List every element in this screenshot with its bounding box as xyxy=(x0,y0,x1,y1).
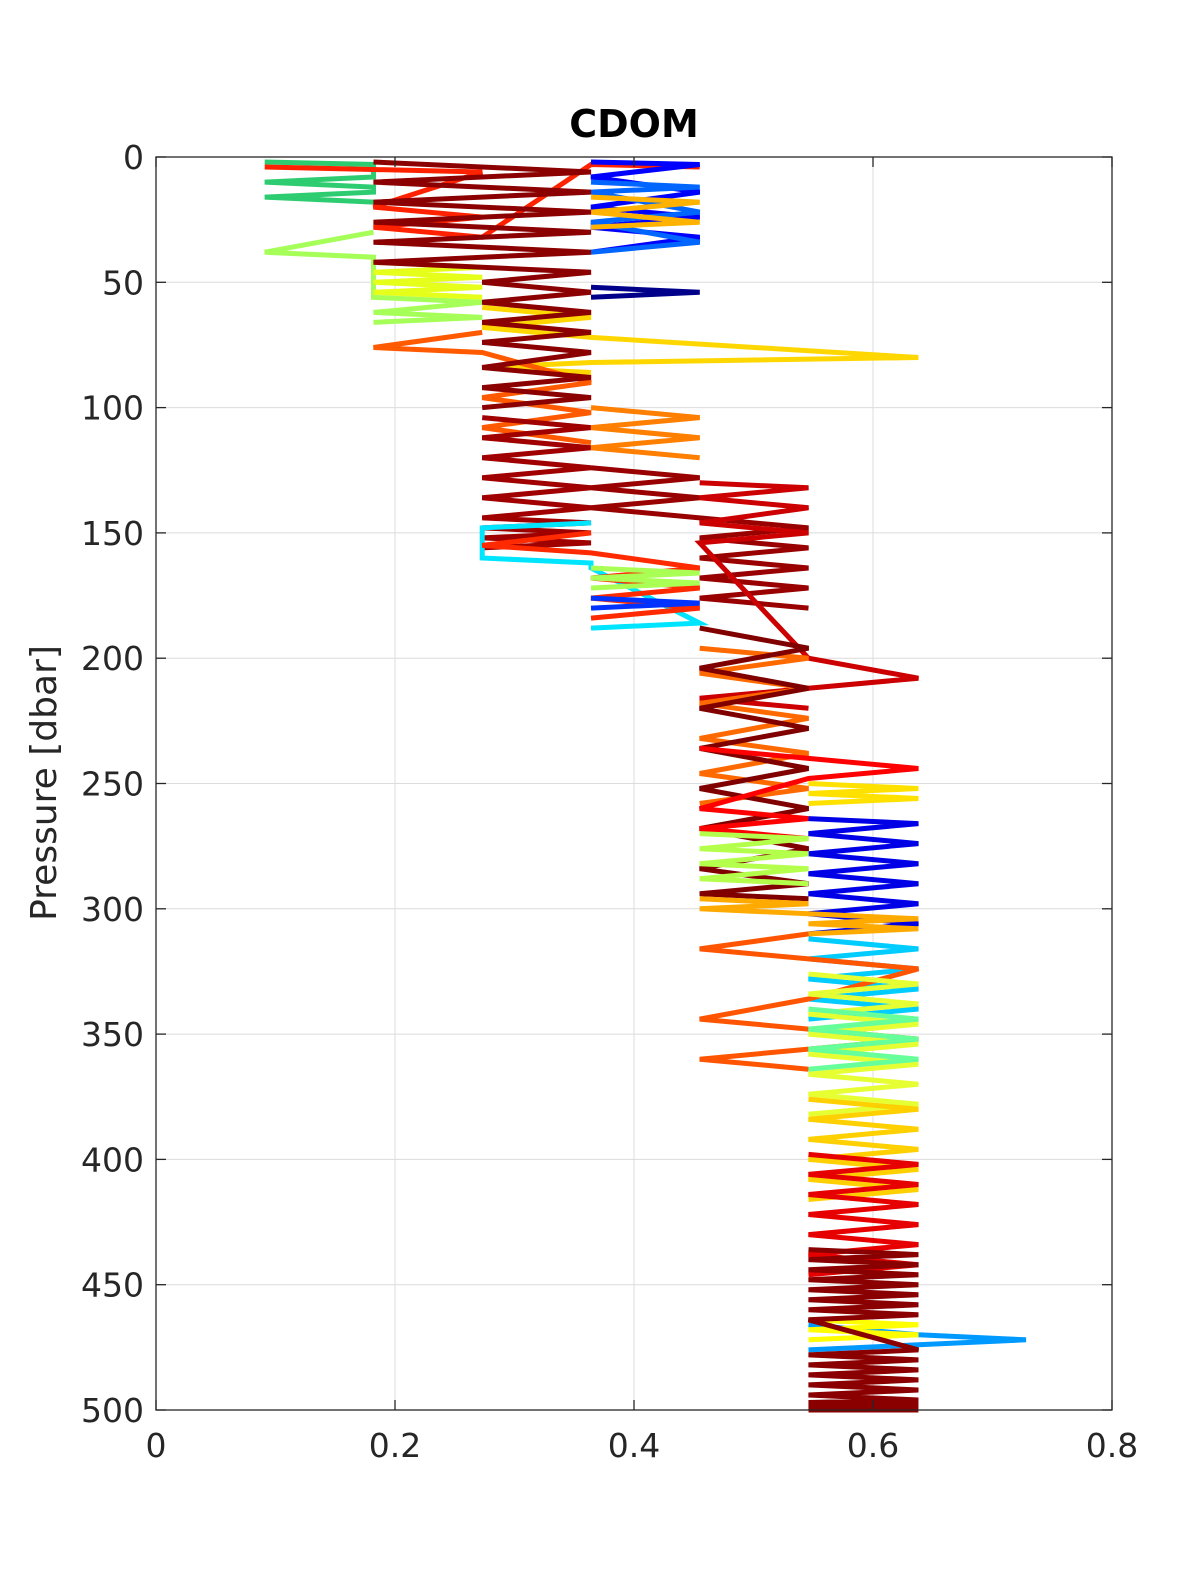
y-tick-label: 450 xyxy=(81,1266,144,1305)
profile-line-1 xyxy=(264,159,376,205)
y-axis-label: Pressure [dbar] xyxy=(24,645,65,921)
chart-title: CDOM xyxy=(569,102,699,146)
y-tick-label: 50 xyxy=(102,263,144,302)
x-tick-label: 0.4 xyxy=(608,1426,660,1465)
profile-line-20 xyxy=(699,645,809,806)
profile-line-25 xyxy=(699,831,809,887)
profile-line-23 xyxy=(808,781,919,806)
profile-line-30 xyxy=(808,1006,919,1072)
y-tick-label: 100 xyxy=(81,389,144,428)
profile-line-31 xyxy=(808,1096,919,1202)
profile-line-32 xyxy=(808,1151,919,1278)
y-tick-label: 150 xyxy=(81,514,144,553)
profile-line-34 xyxy=(808,1317,919,1343)
profile-line-22 xyxy=(699,745,919,842)
profile-line-8 xyxy=(590,179,701,255)
y-axis-tick-labels: 0 50 100 150 200 250 300 350 400 450 500 xyxy=(81,138,144,1430)
axis-ticks xyxy=(155,156,1113,1411)
y-tick-label: 500 xyxy=(81,1391,144,1430)
profile-line-11 xyxy=(373,159,592,411)
x-tick-label: 0.6 xyxy=(847,1426,899,1465)
x-tick-label: 0 xyxy=(146,1426,167,1465)
profile-line-16 xyxy=(590,465,809,611)
y-tick-label: 400 xyxy=(81,1140,144,1179)
y-tick-label: 0 xyxy=(123,138,144,177)
profile-line-10 xyxy=(590,284,700,300)
profile-line-26 xyxy=(699,896,919,937)
profile-line-15 xyxy=(590,405,700,461)
y-tick-label: 200 xyxy=(81,639,144,678)
x-tick-label: 0.2 xyxy=(369,1426,421,1465)
profile-series xyxy=(264,159,1027,1413)
profile-line-19 xyxy=(590,595,700,611)
y-tick-label: 300 xyxy=(81,890,144,929)
profile-line-35 xyxy=(807,1247,920,1413)
profile-line-5 xyxy=(373,329,592,446)
profile-line-18 xyxy=(590,565,700,591)
y-tick-label: 250 xyxy=(81,765,144,804)
profile-line-2 xyxy=(264,229,483,325)
profile-line-28 xyxy=(699,931,920,1072)
profile-line-29 xyxy=(808,971,919,1117)
x-tick-label: 0.8 xyxy=(1086,1426,1138,1465)
grid-lines xyxy=(156,157,1112,1410)
profile-line-13 xyxy=(479,520,710,631)
y-tick-label: 350 xyxy=(81,1015,144,1054)
x-axis-tick-labels: 0 0.2 0.4 0.6 0.8 xyxy=(146,1426,1139,1465)
